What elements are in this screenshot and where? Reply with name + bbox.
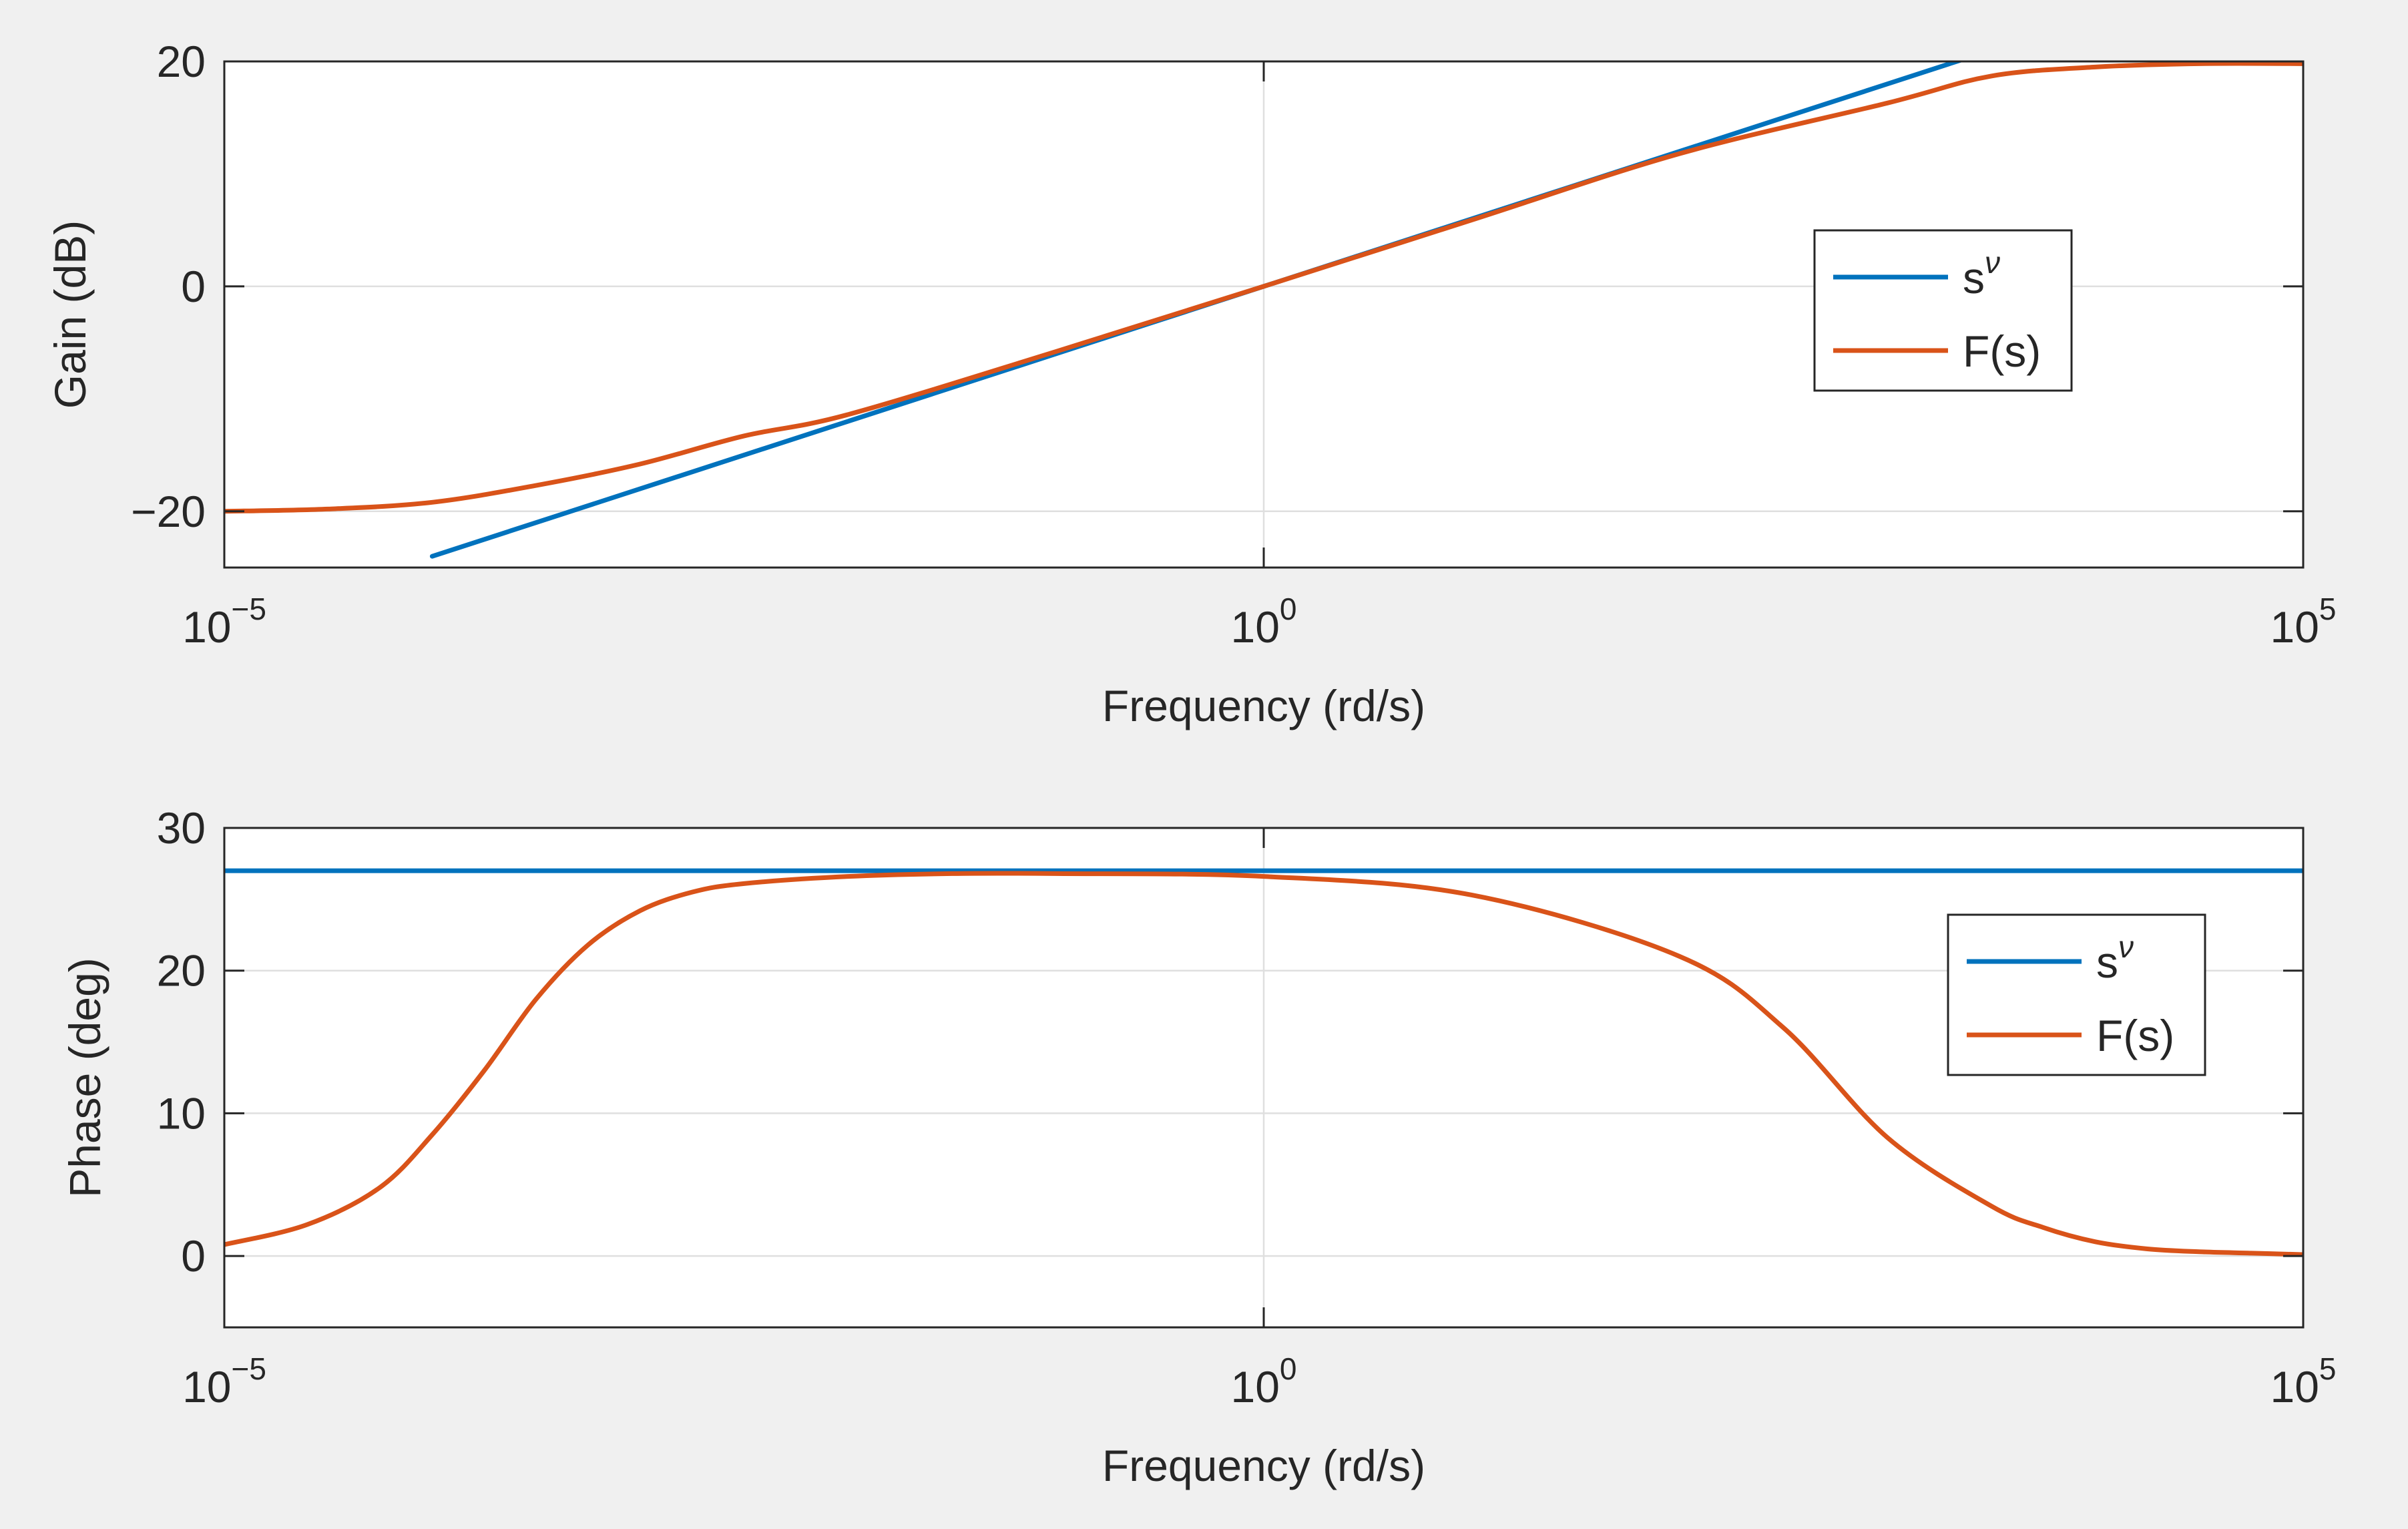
- y-tick-label: 0: [181, 262, 206, 311]
- y-tick-label: 30: [157, 803, 206, 853]
- y-tick-label: 10: [157, 1088, 206, 1138]
- y-tick-label: 0: [181, 1231, 206, 1281]
- x-tick-label: 105: [2270, 592, 2336, 652]
- phase-plot: 10−5 100 105 0 10 20 30 Frequency (rd/s) Phase (…: [60, 803, 2337, 1490]
- series-group: [224, 61, 2303, 559]
- legend-box: [1813, 229, 2073, 392]
- x-tick-label: 10−5: [182, 592, 266, 652]
- y-tick-label: 20: [157, 37, 206, 86]
- series-group: [224, 868, 2303, 1257]
- y-axis-label: Phase (deg): [60, 957, 109, 1198]
- legend-box: [1947, 913, 2206, 1076]
- legend: sν F(s): [1813, 229, 2073, 392]
- y-tick-label: 20: [157, 946, 206, 996]
- x-axis-label: Frequency (rd/s): [1102, 1441, 1425, 1490]
- x-tick-label: 100: [1230, 1351, 1296, 1411]
- legend: sν F(s): [1947, 913, 2206, 1076]
- legend-label-s-nu: sν: [2096, 929, 2134, 987]
- x-axis-label: Frequency (rd/s): [1102, 681, 1425, 730]
- series-line-F-s: [224, 61, 2303, 514]
- legend-label-F-s: F(s): [2096, 1011, 2174, 1060]
- legend-label-s-nu: sν: [1963, 245, 2000, 302]
- y-axis-label: Gain (dB): [45, 220, 95, 409]
- x-tick-label: 100: [1230, 592, 1296, 652]
- gain-plot: 10−5 100 105 −20 0 20 Frequency (rd/s) Gain (dB…: [45, 37, 2337, 730]
- x-tick-label: 105: [2270, 1351, 2336, 1411]
- legend-label-F-s: F(s): [1963, 326, 2041, 376]
- y-tick-label: −20: [131, 487, 206, 536]
- series-line-F-s: [224, 871, 2303, 1257]
- x-tick-label: 10−5: [182, 1351, 266, 1411]
